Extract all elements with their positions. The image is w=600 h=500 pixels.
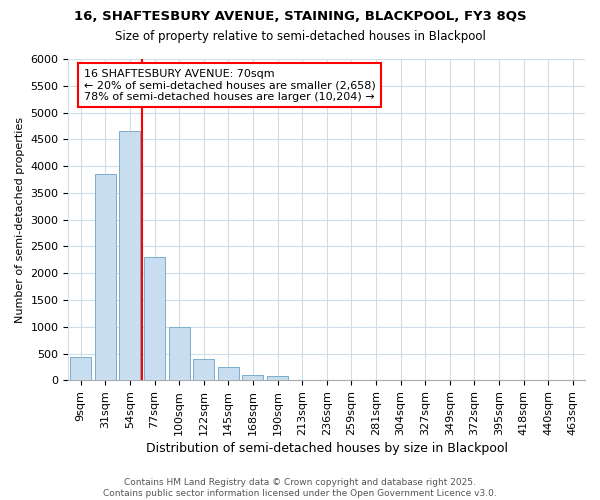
Bar [218, 367, 239, 380]
Text: 16 SHAFTESBURY AVENUE: 70sqm
← 20% of semi-detached houses are smaller (2,658)
7: 16 SHAFTESBURY AVENUE: 70sqm ← 20% of se… [84, 68, 376, 102]
Bar [193, 359, 214, 380]
Y-axis label: Number of semi-detached properties: Number of semi-detached properties [15, 116, 25, 322]
Bar [267, 376, 288, 380]
X-axis label: Distribution of semi-detached houses by size in Blackpool: Distribution of semi-detached houses by … [146, 442, 508, 455]
Bar [70, 358, 91, 380]
Bar [169, 327, 190, 380]
Bar [119, 132, 140, 380]
Text: 16, SHAFTESBURY AVENUE, STAINING, BLACKPOOL, FY3 8QS: 16, SHAFTESBURY AVENUE, STAINING, BLACKP… [74, 10, 526, 23]
Bar [144, 257, 165, 380]
Bar [242, 375, 263, 380]
Text: Size of property relative to semi-detached houses in Blackpool: Size of property relative to semi-detach… [115, 30, 485, 43]
Bar [95, 174, 116, 380]
Text: Contains HM Land Registry data © Crown copyright and database right 2025.
Contai: Contains HM Land Registry data © Crown c… [103, 478, 497, 498]
